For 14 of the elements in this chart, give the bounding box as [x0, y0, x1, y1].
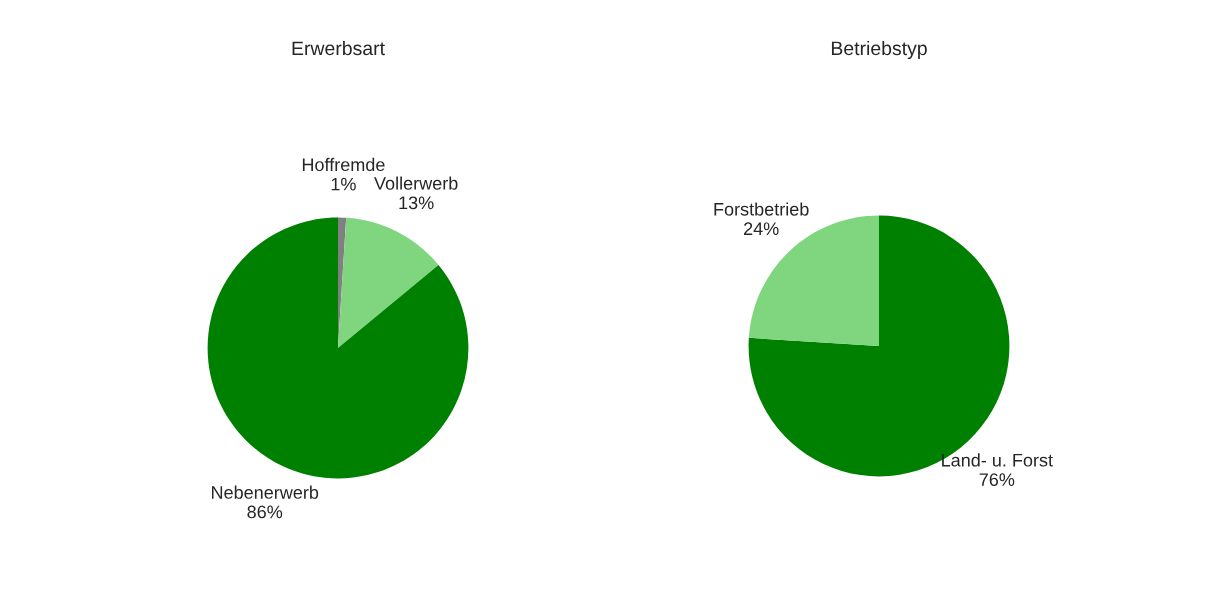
slice-label: Hoffremde — [302, 157, 385, 172]
slice-label: Forstbetrieb — [714, 202, 809, 216]
slice-label: Vollerwerb — [374, 176, 458, 190]
data-label: 24% — [744, 222, 779, 236]
slice-label: Nebenerwerb — [212, 485, 319, 499]
slice-label: Land- u. Forst — [942, 453, 1053, 467]
data-label: 76% — [979, 473, 1015, 487]
data-label: 13% — [399, 196, 434, 210]
data-label: 1% — [331, 177, 356, 191]
data-label: 86% — [247, 505, 283, 519]
chart-title: Betriebstyp — [831, 40, 927, 60]
pie-slice — [207, 217, 469, 479]
chart-title: Erwerbsart — [292, 40, 385, 56]
pie-slice — [338, 217, 439, 348]
